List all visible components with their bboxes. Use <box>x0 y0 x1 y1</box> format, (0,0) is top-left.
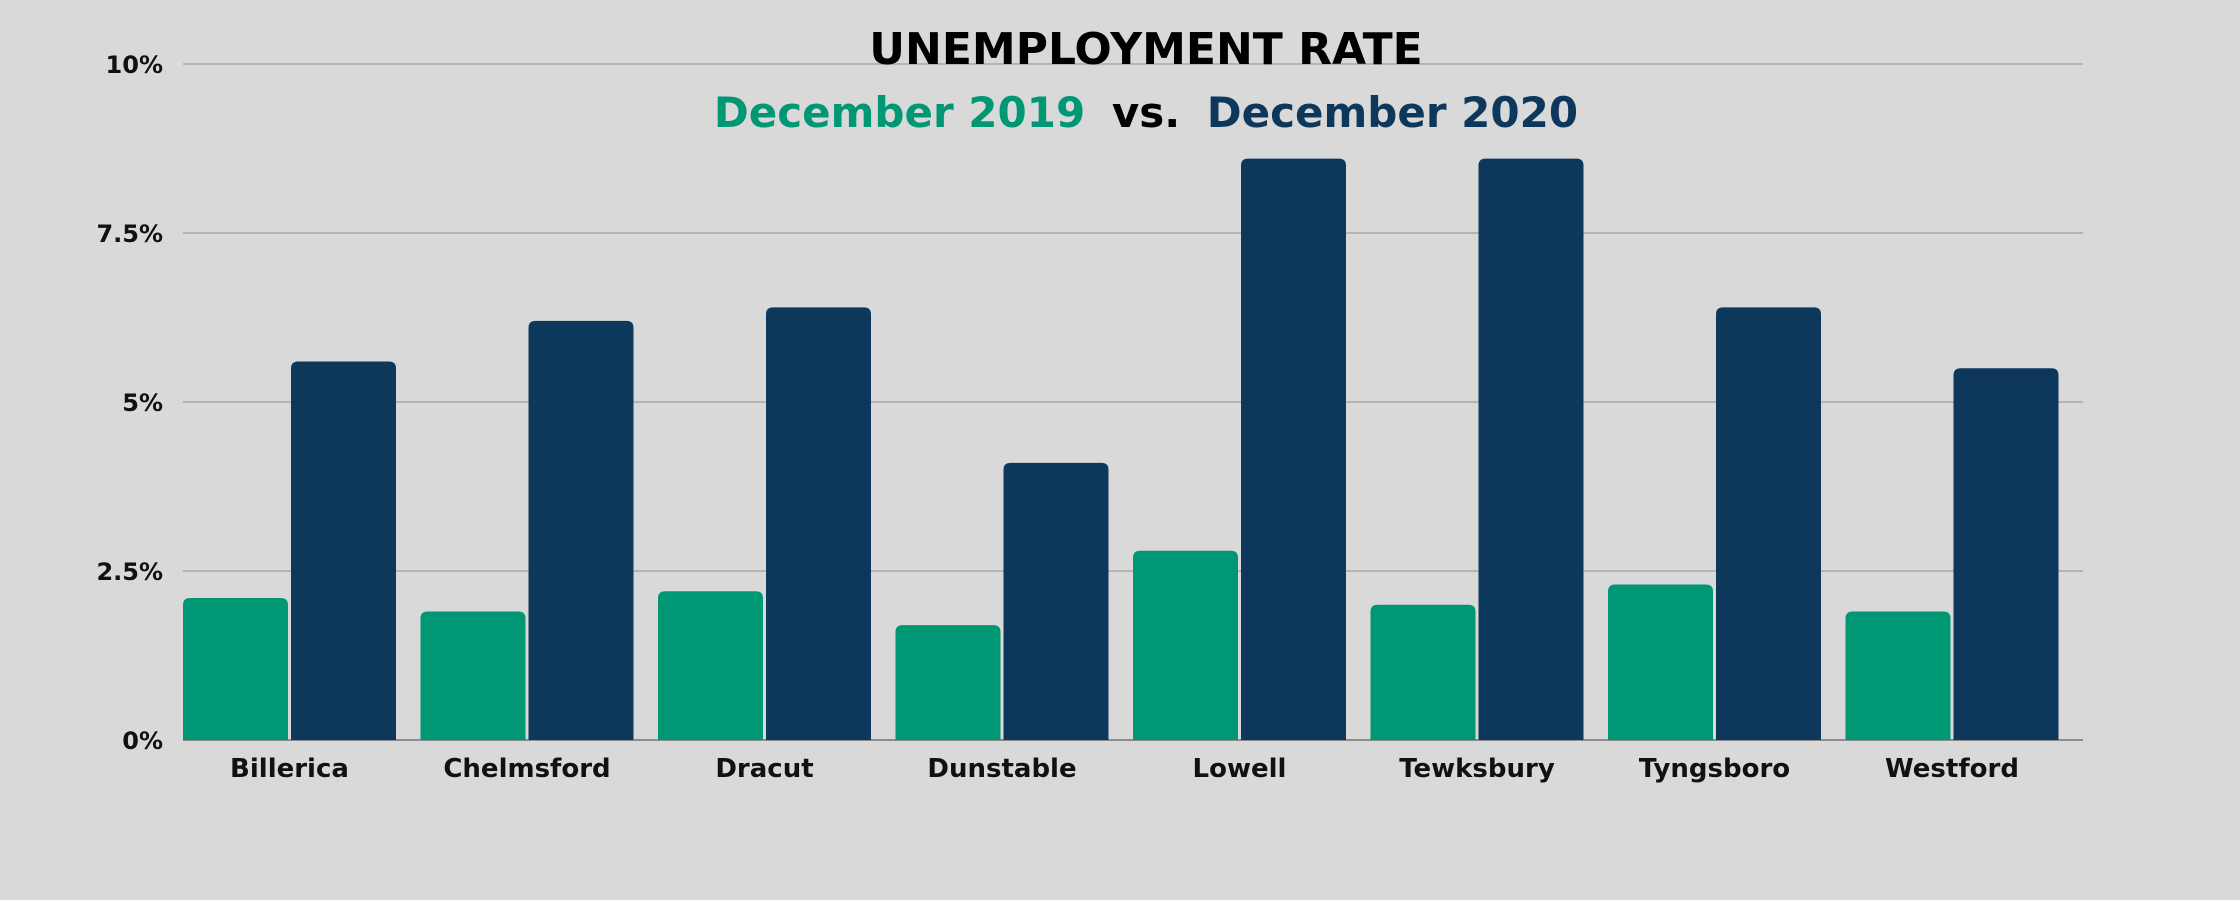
chart-title: UNEMPLOYMENT RATE <box>869 24 1422 75</box>
bar-billerica-2020 <box>291 361 396 740</box>
subtitle-separator: vs. <box>1112 88 1180 137</box>
x-category-label: Billerica <box>230 754 349 784</box>
y-tick-label: 10% <box>106 51 163 79</box>
chart-subtitle: December 2019 vs. December 2020 <box>714 88 1578 137</box>
x-axis-labels: Billerica Chelmsford Dracut Dunstable Lowell… <box>230 754 2019 784</box>
x-category-label: Lowell <box>1193 754 1287 784</box>
bar-westford-2019 <box>1845 611 1951 740</box>
y-tick-label: 2.5% <box>96 558 163 586</box>
bars <box>183 158 2059 740</box>
bar-chelmsford-2019 <box>420 611 526 740</box>
subtitle-series-2019: December 2019 <box>714 88 1085 137</box>
bar-dracut-2019 <box>658 591 763 740</box>
bar-dunstable-2020 <box>1003 462 1109 740</box>
x-category-label: Dracut <box>715 754 813 784</box>
y-tick-label: 7.5% <box>96 220 163 248</box>
bar-dunstable-2019 <box>895 625 1001 740</box>
bar-lowell-2019 <box>1133 550 1238 740</box>
x-category-label: Westford <box>1885 754 2019 784</box>
bar-tewksbury-2019 <box>1370 604 1476 740</box>
bar-billerica-2019 <box>183 598 288 740</box>
x-category-label: Tyngsboro <box>1639 754 1790 784</box>
x-category-label: Chelmsford <box>443 754 610 784</box>
x-category-label: Tewksbury <box>1399 754 1555 784</box>
subtitle-series-2020: December 2020 <box>1207 88 1578 137</box>
y-tick-label: 0% <box>122 727 163 755</box>
x-category-label: Dunstable <box>927 754 1076 784</box>
bar-westford-2020 <box>1953 368 2059 740</box>
bar-tyngsboro-2019 <box>1608 584 1713 740</box>
bar-lowell-2020 <box>1241 158 1346 740</box>
bar-tyngsboro-2020 <box>1716 307 1821 740</box>
bar-chelmsford-2020 <box>528 320 634 740</box>
bar-dracut-2020 <box>766 307 871 740</box>
y-axis-ticks: 0% 2.5% 5% 7.5% 10% <box>96 51 163 755</box>
y-tick-label: 5% <box>122 389 163 417</box>
bar-tewksbury-2020 <box>1478 158 1584 740</box>
